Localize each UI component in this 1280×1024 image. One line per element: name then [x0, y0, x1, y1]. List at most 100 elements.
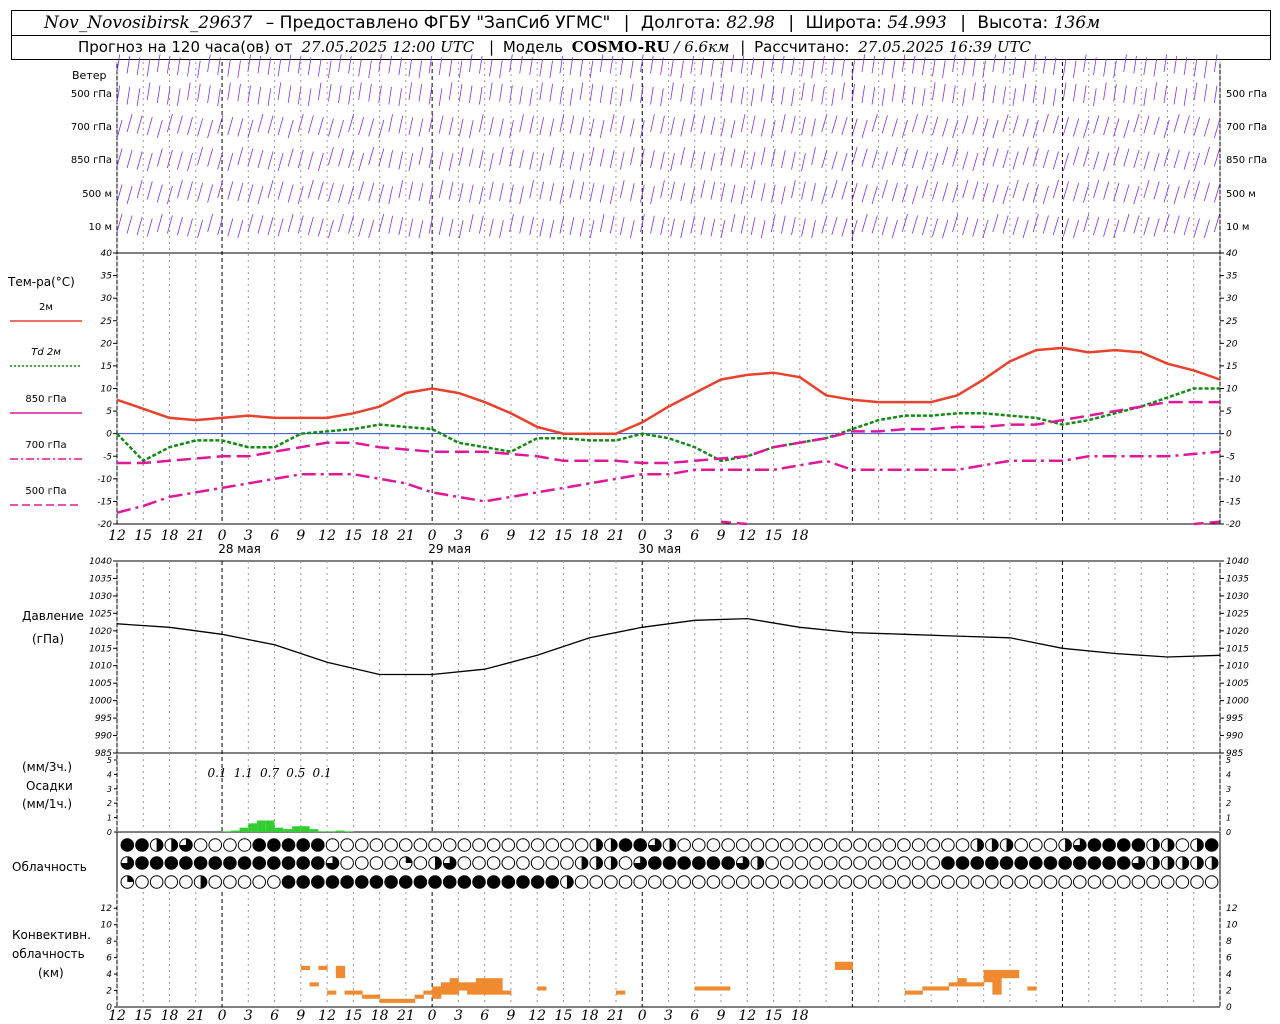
wind-barb: [1183, 88, 1188, 107]
wind-barb: [871, 86, 876, 105]
wind-barb: [760, 220, 766, 239]
pressure-tick-label-right: 1040: [1226, 557, 1249, 567]
wind-barb: [328, 60, 332, 79]
x-tick-label-top: 3: [244, 528, 253, 544]
cloud-fill-half: [200, 875, 207, 889]
wind-barb: [1163, 119, 1170, 139]
wind-barb: [166, 86, 171, 105]
wind-barb: [640, 184, 645, 203]
wind-barb: [428, 215, 434, 234]
wind-barb: [1123, 213, 1130, 233]
wind-barb: [378, 184, 385, 203]
wind-barb: [1022, 219, 1029, 239]
cloud-symbol: [779, 875, 794, 889]
wind-barb: [962, 88, 966, 107]
wind-barb: [257, 55, 262, 74]
wind-barb: [579, 153, 585, 172]
wind-barb: [1123, 85, 1127, 104]
wind-barb: [187, 181, 193, 200]
conv-bar: [843, 961, 853, 970]
wind-barb: [700, 115, 706, 134]
cloud-symbol: [472, 856, 486, 870]
wind-barb: [942, 118, 949, 137]
temp-tick-label: 35: [101, 272, 113, 282]
cloud-symbol: [897, 856, 911, 870]
cloud-symbol: [779, 838, 794, 852]
wind-barb: [458, 83, 463, 102]
wind-barb: [1163, 148, 1170, 167]
wind-barb: [932, 82, 936, 101]
wind-title: Ветер: [72, 69, 107, 82]
cloud-fill-overcast: [252, 838, 266, 852]
wind-barb: [791, 88, 795, 107]
wind-barb: [519, 186, 524, 205]
conv-bar: [615, 990, 626, 995]
wind-barb: [398, 151, 404, 170]
wind-barb: [378, 85, 382, 104]
cloud-symbol: [853, 856, 867, 870]
wind-barb: [952, 148, 959, 167]
wind-barb: [841, 152, 848, 172]
wind-barb: [378, 213, 385, 233]
x-tick-label-bottom: 12: [318, 1008, 336, 1024]
wind-barb: [962, 115, 969, 134]
wind-barb: [519, 86, 523, 105]
conv-tick-label-right: 0: [1226, 1003, 1232, 1013]
x-tick-label-top: 6: [690, 528, 699, 544]
conv-bar: [913, 990, 923, 995]
cloud-fill-three-quarter: [1132, 856, 1145, 870]
cloud-symbol: [765, 838, 779, 852]
forecast-from: 27.05.2025 12:00 UTC: [301, 38, 475, 56]
wind-barb: [670, 181, 675, 200]
cloud-title: Облачность: [12, 860, 87, 874]
cloud-fill-overcast: [633, 838, 647, 852]
wind-barb: [307, 88, 312, 107]
x-tick-label-bottom: 0: [638, 1008, 647, 1024]
wind-barb: [398, 180, 404, 199]
wind-barb: [619, 151, 625, 170]
wind-barb: [197, 83, 201, 102]
wind-barb: [207, 54, 211, 73]
wind-barb: [307, 151, 314, 170]
wind-barb: [911, 113, 918, 133]
wind-barb: [670, 58, 674, 77]
x-tick-label-top: 6: [270, 528, 279, 544]
x-tick-label-top: 18: [791, 528, 809, 544]
wind-barb: [851, 118, 858, 137]
wind-barb: [720, 220, 726, 239]
wind-barb: [770, 214, 776, 233]
wind-barb: [1183, 57, 1188, 76]
wind-barb: [972, 152, 979, 172]
wind-barb: [418, 220, 424, 239]
cloud-symbol: [1072, 875, 1087, 889]
wind-barb: [831, 115, 838, 134]
separator: |: [489, 38, 495, 56]
wind-barb: [791, 217, 796, 236]
temp-tick-label-right: 35: [1226, 272, 1238, 282]
pressure-tick-label: 995: [95, 714, 112, 724]
wind-barb: [720, 183, 726, 202]
x-tick-label-bottom: 15: [344, 1008, 362, 1024]
wind-barb: [438, 115, 444, 134]
pressure-tick-label-right: 995: [1226, 714, 1243, 724]
wind-barb: [821, 215, 828, 234]
cloud-symbol: [882, 838, 897, 852]
wind-barb: [1083, 119, 1090, 139]
cloud-fill-half: [171, 838, 178, 852]
wind-barb: [509, 54, 513, 73]
cloud-fill-overcast: [194, 856, 207, 870]
wind-level-label: 500 м: [82, 189, 112, 200]
cloud-fill-half: [596, 856, 603, 870]
x-tick-label-bottom: 21: [396, 1008, 415, 1024]
wind-barb: [197, 146, 203, 166]
wind-barb: [408, 82, 413, 101]
cloud-fill-overcast: [985, 856, 999, 870]
wind-barb: [881, 179, 888, 199]
cloud-symbol: [1160, 875, 1175, 889]
x-tick-label-bottom: 0: [218, 1008, 227, 1024]
wind-barb: [750, 151, 756, 170]
wind-barb: [1072, 182, 1080, 202]
cloud-fill-overcast: [1073, 856, 1087, 870]
wind-barb: [599, 148, 605, 167]
wind-barb: [479, 186, 484, 205]
